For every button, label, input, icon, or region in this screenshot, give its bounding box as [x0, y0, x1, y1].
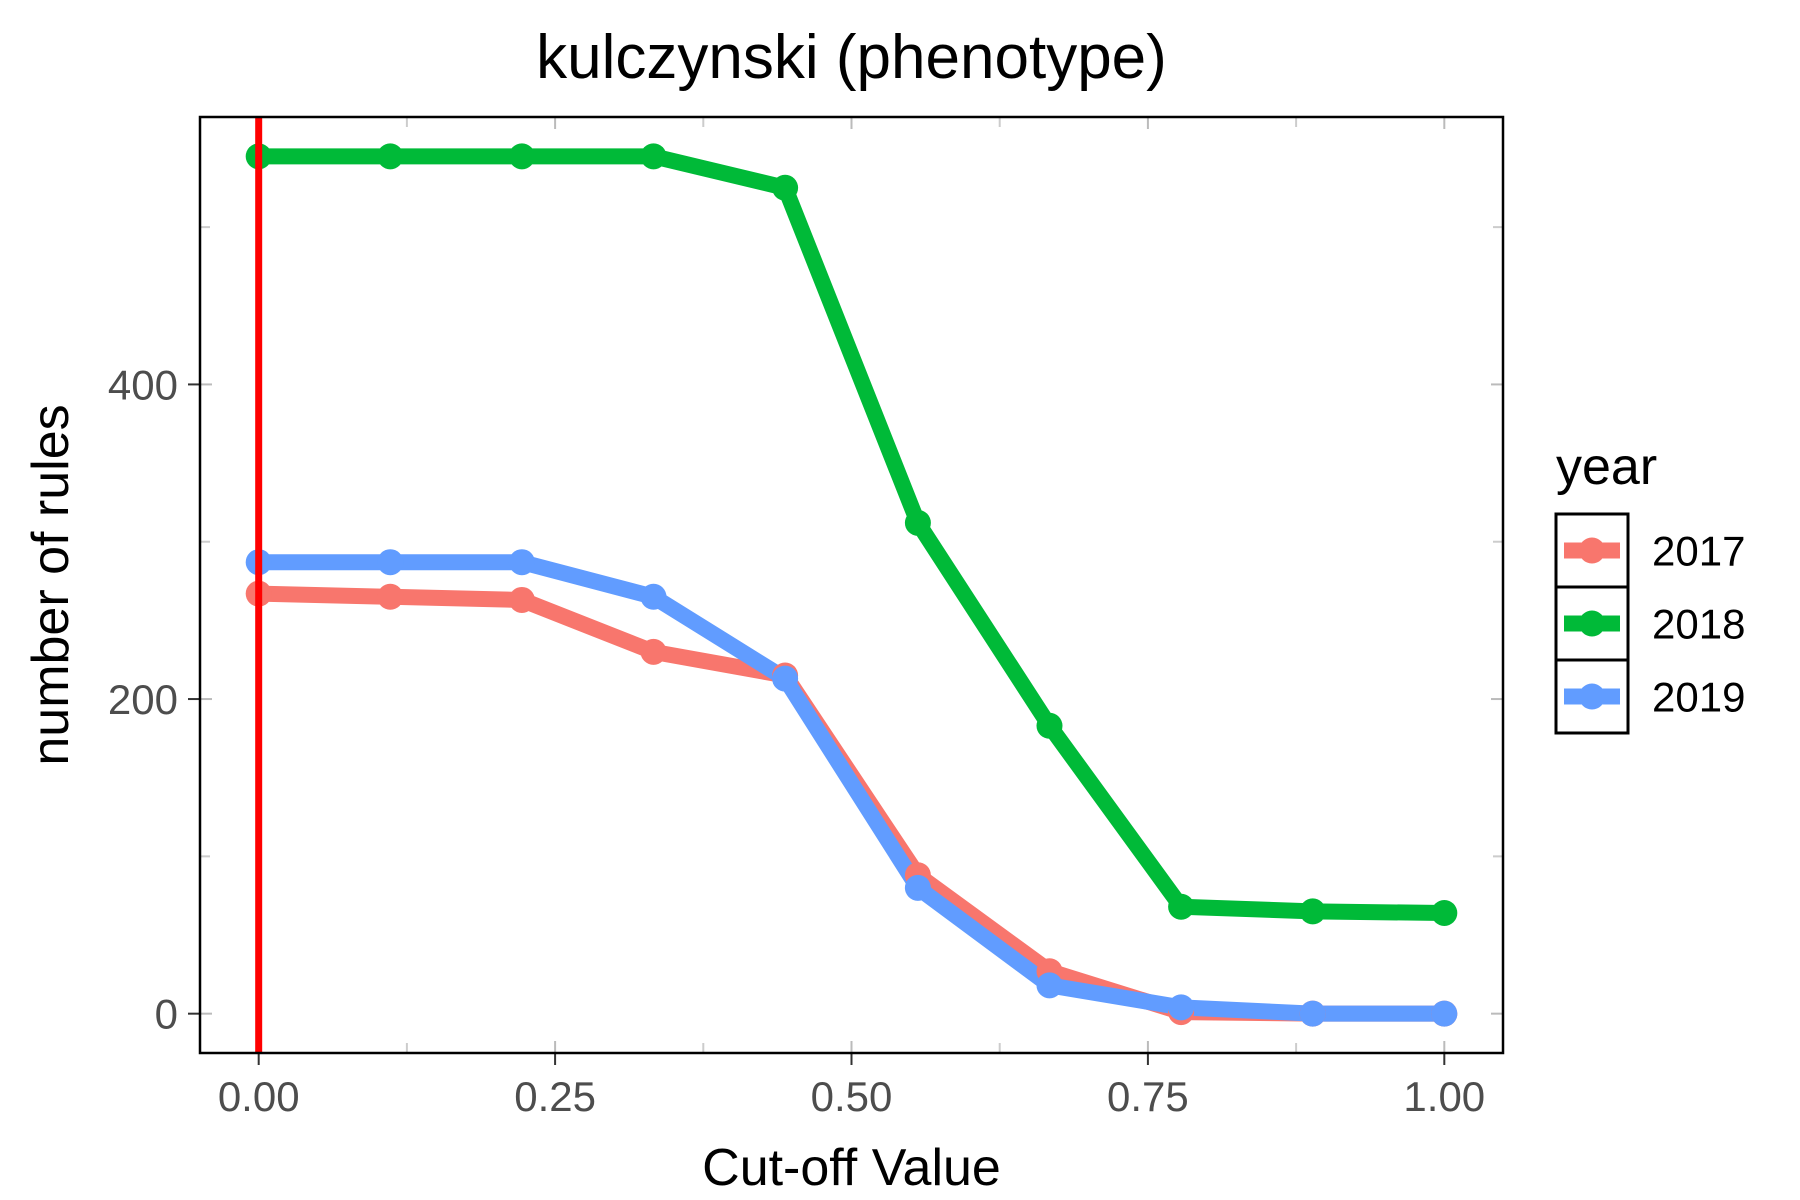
data-point-2018 — [772, 174, 799, 201]
x-tick-label: 1.00 — [1403, 1073, 1485, 1120]
data-point-2018 — [1299, 898, 1326, 925]
data-point-2019 — [1431, 1000, 1458, 1027]
data-point-2017 — [640, 638, 667, 665]
data-point-2019 — [904, 874, 931, 901]
data-point-2018 — [508, 143, 535, 170]
data-point-2018 — [904, 509, 931, 536]
x-tick-label: 0.00 — [218, 1073, 300, 1120]
legend-label-2019: 2019 — [1652, 674, 1745, 721]
legend-label-2017: 2017 — [1652, 528, 1745, 575]
data-point-2018 — [377, 143, 404, 170]
legend-key-point-2018 — [1579, 610, 1605, 637]
data-point-2019 — [508, 549, 535, 576]
series-line-2018 — [250, 148, 1453, 921]
data-point-2019 — [1036, 972, 1063, 999]
y-tick-label: 400 — [108, 361, 178, 408]
panel-border — [198, 115, 1505, 1055]
data-point-2018 — [1431, 899, 1458, 926]
y-axis-title: number of rules — [22, 404, 80, 765]
legend-key-point-2017 — [1579, 537, 1605, 564]
data-point-2019 — [1299, 1000, 1326, 1027]
legend-key-point-2019 — [1579, 683, 1605, 710]
data-point-2019 — [377, 549, 404, 576]
data-point-2018 — [1168, 893, 1195, 920]
data-point-2018 — [1036, 712, 1063, 739]
legend-title: year — [1556, 438, 1657, 496]
data-point-2019 — [640, 583, 667, 610]
x-tick-label: 0.50 — [811, 1073, 893, 1120]
legend: year 2017 2018 2019 — [1554, 438, 1745, 735]
panel-background — [200, 117, 1503, 1053]
plot-area: 0.00 0.25 0.50 0.75 1.00 0 200 400 — [108, 115, 1505, 1120]
data-point-2017 — [508, 586, 535, 613]
x-tick-label: 0.25 — [514, 1073, 596, 1120]
legend-label-2018: 2018 — [1652, 601, 1745, 648]
chart-title: kulczynski (phenotype) — [536, 23, 1167, 92]
data-point-2019 — [1168, 994, 1195, 1021]
data-point-2017 — [377, 583, 404, 610]
x-axis-title: Cut-off Value — [702, 1139, 1001, 1197]
x-tick-label: 0.75 — [1107, 1073, 1189, 1120]
data-point-2018 — [640, 143, 667, 170]
y-tick-label: 0 — [155, 991, 178, 1038]
y-tick-label: 200 — [108, 676, 178, 723]
series-line-2019 — [250, 554, 1453, 1022]
data-point-2019 — [772, 665, 799, 692]
